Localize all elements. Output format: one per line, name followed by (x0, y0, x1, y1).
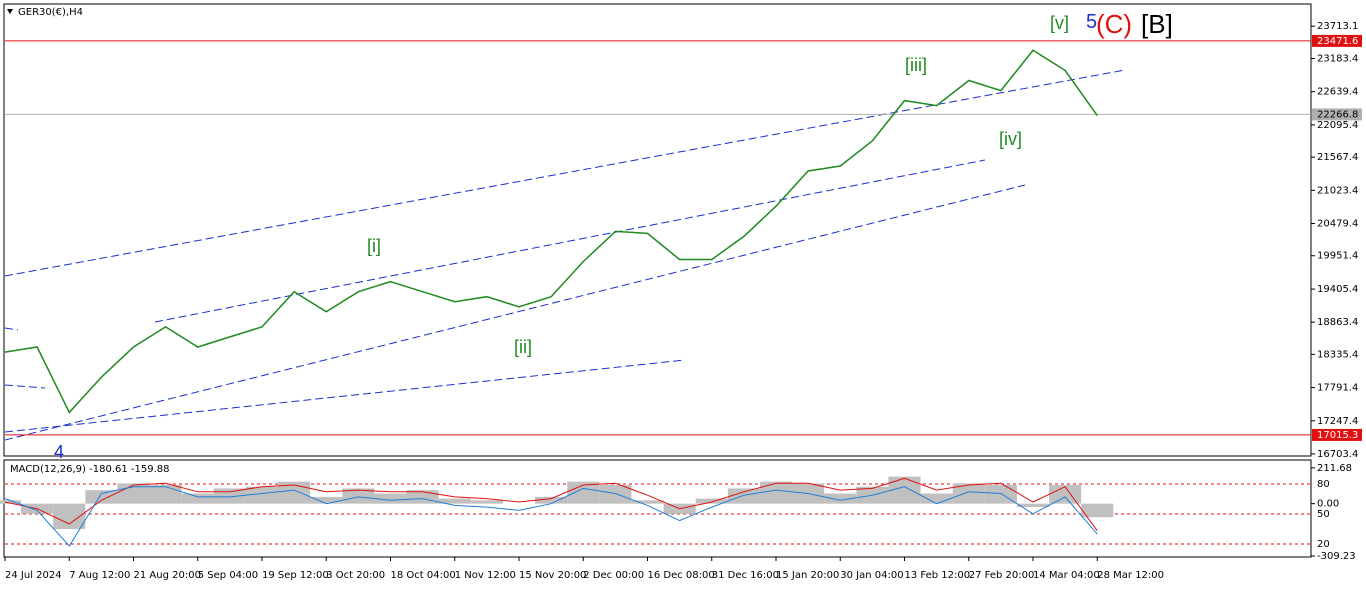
macd-bar (0, 500, 22, 504)
macd-bar (695, 498, 728, 504)
macd-bar (1081, 503, 1114, 518)
macd-line (4, 477, 1098, 532)
macd-bar (1016, 503, 1050, 508)
y-tick-label: 23713.1 (1317, 21, 1358, 32)
y-tick-label: -309.23 (1317, 551, 1356, 562)
price-label: 17015.3 (1317, 430, 1358, 441)
y-tick-label: 22639.4 (1317, 87, 1358, 98)
x-tick-label: 27 Feb 20:00 (969, 570, 1035, 581)
wave-label: [ii] (514, 337, 532, 357)
wave-label: 4 (54, 442, 64, 462)
y-tick-label: 17247.4 (1317, 416, 1358, 427)
macd-line (4, 486, 1098, 547)
price-box (1312, 108, 1362, 121)
x-tick-label: 5 Sep 04:00 (198, 570, 258, 581)
wave-label: [v] (1050, 13, 1069, 33)
price-box (1312, 34, 1362, 47)
macd-bar (759, 481, 793, 504)
trendline (4, 359, 686, 433)
wave-label: [iii] (905, 55, 927, 75)
macd-bar (342, 488, 375, 504)
macd-bar (920, 493, 953, 504)
x-tick-label: 3 Oct 20:00 (326, 570, 385, 581)
price-box (1312, 428, 1362, 441)
y2-tick-label: 50 (1317, 509, 1330, 520)
macd-bar (310, 496, 343, 504)
macd-bar (888, 476, 921, 504)
macd-bar (824, 493, 857, 504)
y-tick-label: 19951.4 (1317, 251, 1358, 262)
y2-tick-label: 80 (1317, 479, 1330, 490)
x-tick-label: 31 Dec 16:00 (712, 570, 779, 581)
menu-arrow[interactable] (7, 9, 13, 14)
trendline (4, 384, 46, 389)
price-label: 23471.6 (1317, 36, 1358, 47)
macd-bar (727, 488, 760, 504)
macd-bar (952, 483, 985, 504)
trendline (4, 184, 1026, 441)
wave-label: [B] (1141, 9, 1173, 39)
macd-bar (438, 498, 471, 504)
y-tick-label: 17791.4 (1317, 383, 1358, 394)
macd-bar (599, 485, 632, 504)
macd-panel (3, 459, 1312, 558)
y-tick-label: 23183.4 (1317, 53, 1358, 64)
x-tick-label: 15 Nov 20:00 (519, 570, 586, 581)
macd-bar (470, 500, 503, 504)
macd-bar (245, 486, 279, 504)
macd-bar (1049, 485, 1082, 504)
y-tick-label: 22095.4 (1317, 120, 1358, 131)
macd-bar (535, 496, 568, 504)
price-panel (3, 3, 1312, 457)
x-tick-label: 18 Oct 04:00 (391, 570, 456, 581)
x-tick-label: 24 Jul 2024 (5, 570, 62, 581)
wave-label: [iv] (999, 129, 1022, 149)
macd-title: MACD(12,26,9) -180.61 -159.88 (10, 464, 170, 475)
macd-bar (567, 481, 600, 504)
macd-bar (181, 493, 214, 504)
y-tick-label: 0.00 (1317, 499, 1339, 510)
price-label: 22266.8 (1317, 109, 1358, 120)
y-tick-label: 16703.4 (1317, 449, 1358, 460)
macd-bar (631, 500, 664, 504)
x-tick-label: 1 Nov 12:00 (455, 570, 516, 581)
price-line (4, 49, 1098, 414)
y-tick-label: 18335.4 (1317, 349, 1358, 360)
y-tick-label: 211.68 (1317, 463, 1352, 474)
trendline (4, 327, 19, 331)
trendline (154, 159, 986, 323)
macd-bar (53, 503, 86, 530)
y-tick-label: 21023.4 (1317, 185, 1358, 196)
macd-bar (85, 490, 118, 504)
wave-label: (C) (1096, 9, 1132, 39)
wave-label: 5 (1086, 11, 1097, 33)
chart-title: GER30(€),H4 (18, 7, 83, 18)
y-tick-label: 19405.4 (1317, 284, 1358, 295)
x-tick-label: 30 Jan 04:00 (840, 570, 903, 581)
x-tick-label: 16 Dec 08:00 (648, 570, 715, 581)
wave-label: [i] (367, 236, 381, 256)
y-tick-label: 18863.4 (1317, 317, 1358, 328)
macd-bar (374, 493, 407, 504)
x-tick-label: 15 Jan 20:00 (776, 570, 839, 581)
x-tick-label: 13 Feb 12:00 (905, 570, 971, 581)
x-tick-label: 2 Dec 00:00 (583, 570, 644, 581)
x-tick-label: 19 Sep 12:00 (262, 570, 329, 581)
macd-bar (149, 485, 182, 504)
x-tick-label: 21 Aug 20:00 (134, 570, 201, 581)
y-tick-label: 21567.4 (1317, 152, 1358, 163)
x-tick-label: 7 Aug 12:00 (69, 570, 130, 581)
y-tick-label: 20479.4 (1317, 219, 1358, 230)
x-tick-label: 28 Mar 12:00 (1097, 570, 1164, 581)
x-tick-label: 14 Mar 04:00 (1033, 570, 1100, 581)
y2-tick-label: 20 (1317, 539, 1330, 550)
